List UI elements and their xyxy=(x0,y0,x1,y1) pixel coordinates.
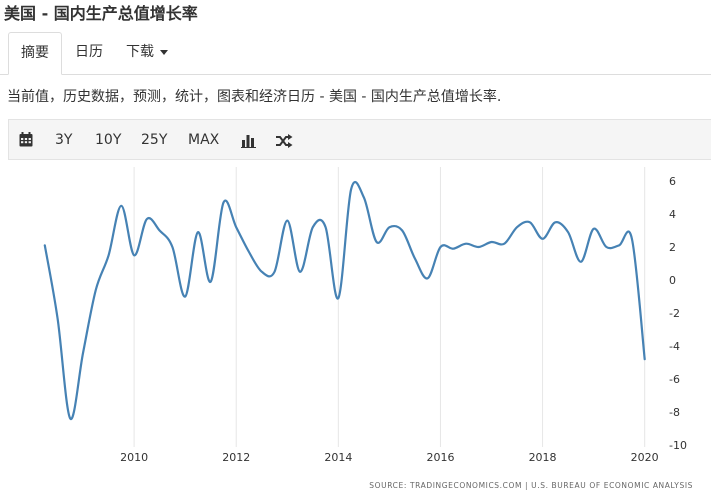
tab-download[interactable]: 下载 xyxy=(126,32,168,73)
y-tick-label: 4 xyxy=(669,208,676,221)
x-tick-label: 2020 xyxy=(631,451,659,464)
chart-grid xyxy=(133,167,646,447)
y-tick-label: -8 xyxy=(669,406,680,419)
page-title: 美国 - 国内生产总值增长率 xyxy=(4,4,198,23)
x-tick-label: 2016 xyxy=(426,451,454,464)
x-tick-label: 2010 xyxy=(120,451,148,464)
y-tick-label: -6 xyxy=(669,373,680,386)
chart-area: 2010 2012 2014 2016 2018 2020 6 4 2 0 -2 -4 -6 -8 -10 xyxy=(0,161,711,493)
chevron-down-icon xyxy=(160,49,168,55)
range-3y-button[interactable]: 3Y xyxy=(55,132,73,148)
y-axis-labels: 6 4 2 0 -2 -4 -6 -8 -10 xyxy=(669,175,687,452)
y-tick-label: 2 xyxy=(669,241,676,254)
tab-download-label: 下载 xyxy=(126,44,154,60)
y-tick-label: 6 xyxy=(669,175,676,188)
range-25y-button[interactable]: 25Y xyxy=(141,132,168,148)
gdp-growth-line-chart: 2010 2012 2014 2016 2018 2020 6 4 2 0 -2 -4 -6 -8 -10 xyxy=(43,167,687,464)
range-10y-button[interactable]: 10Y xyxy=(95,132,122,148)
x-axis-labels: 2010 2012 2014 2016 2018 2020 xyxy=(120,451,659,464)
tab-bar: 摘要 日历 下载 xyxy=(0,32,711,75)
y-tick-label: -2 xyxy=(669,307,680,320)
range-max-button[interactable]: MAX xyxy=(188,132,220,148)
source-note: SOURCE: TRADINGECONOMICS.COM | U.S. BURE… xyxy=(369,481,693,490)
chart-toolbar: 3Y 10Y 25Y MAX xyxy=(8,119,711,160)
y-tick-label: -10 xyxy=(669,439,687,452)
tab-summary-label: 摘要 xyxy=(21,45,49,61)
page-description: 当前值，历史数据，预测，统计，图表和经济日历 - 美国 - 国内生产总值增长率. xyxy=(7,89,502,105)
y-tick-label: -4 xyxy=(669,340,680,353)
shuffle-icon[interactable] xyxy=(276,133,293,152)
tab-summary[interactable]: 摘要 xyxy=(8,32,62,75)
x-tick-label: 2012 xyxy=(222,451,250,464)
calendar-icon[interactable] xyxy=(19,132,33,151)
x-tick-label: 2018 xyxy=(529,451,557,464)
series-line xyxy=(43,181,646,420)
x-tick-label: 2014 xyxy=(324,451,352,464)
tab-calendar[interactable]: 日历 xyxy=(75,32,103,73)
y-tick-label: 0 xyxy=(669,274,676,287)
bar-chart-icon[interactable] xyxy=(241,133,256,152)
tab-calendar-label: 日历 xyxy=(75,44,103,60)
